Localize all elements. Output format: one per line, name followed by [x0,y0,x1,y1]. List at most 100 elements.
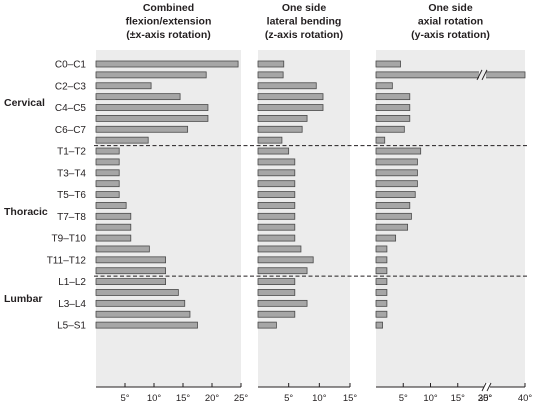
bar-break-mark [481,69,488,81]
segment-label: L3–L4 [58,299,86,310]
bar [375,169,418,177]
bar [95,299,186,307]
x-tick-label: 35° [478,393,493,404]
bar [95,104,209,111]
bar [95,158,120,166]
x-tick-label: 40° [518,393,533,404]
bars-layer [95,60,526,329]
bar [257,147,290,155]
bar [257,71,284,79]
segment-label: T11–T12 [47,255,87,266]
bar [375,115,411,122]
segment-label: T9–T10 [52,234,87,245]
bar [95,321,198,329]
x-tick-label: 10° [423,393,438,404]
bar [257,245,302,253]
bar [95,180,120,188]
bar [95,256,166,264]
bar [375,212,412,220]
bar [375,136,386,144]
bar [257,115,308,122]
axis-break-gap [484,383,490,391]
bar [95,191,120,198]
bar [375,104,411,111]
bar [257,256,314,264]
bar [95,212,132,220]
segment-label: T3–T4 [57,168,86,179]
x-tick-label: 25° [234,393,249,404]
bar [257,223,296,231]
x-tick-label: 5° [399,393,408,404]
segment-label: T1–T2 [57,147,86,158]
x-tick-label: 20° [478,393,493,404]
bar-break-gap [479,69,486,80]
bar [375,234,397,242]
bar [375,245,388,253]
segment-label: T7–T8 [57,212,86,223]
bar [375,82,393,90]
segment-label: T5–T6 [57,190,86,201]
bar [257,60,285,68]
x-tick-label: 15° [176,393,191,404]
bar [95,202,127,209]
bar-break-mark [476,69,483,81]
bar [375,60,401,68]
bar [95,71,207,79]
bar [95,267,166,275]
x-tick-label: 10° [147,393,162,404]
bar [375,299,388,307]
panel-title-line: flexion/extension [126,16,212,28]
bar [375,267,388,275]
segment-label: C0–C1 [55,60,87,71]
region-dividers [94,145,528,277]
bar [257,299,308,307]
bar [375,191,416,198]
bar [257,310,296,318]
x-tick-label: 20° [205,393,220,404]
bar [257,169,296,177]
bar [375,223,409,231]
bar [257,180,296,188]
bar [95,125,189,133]
region-label: Lumbar [4,293,43,305]
bar [375,289,388,296]
bar [375,278,388,286]
bar [95,115,209,122]
bar [257,82,317,90]
segment-label: C6–C7 [55,125,87,136]
axes-layer: 5° 10° 15° 20° 25° 5° 10° 15° 5° 10° 15° 20°35° 40° [96,382,533,404]
panel-title-line: axial rotation [418,16,483,28]
panel-title-line: (z-axis rotation) [265,29,343,41]
region-label: Cervical [4,97,45,109]
bar [95,147,120,155]
panel-title-line: (y-axis rotation) [411,29,490,41]
segment-label: C2–C3 [55,81,87,92]
bar [257,321,277,329]
x-tick-label: 10° [312,393,327,404]
segment-label: C4–C5 [55,103,87,114]
panel-title-line: lateral bending [267,16,342,28]
bar [95,278,166,286]
bar [95,234,132,242]
bar [375,321,383,329]
bar [95,93,181,101]
region-label: Thoracic [4,206,48,218]
bar [257,104,324,111]
x-tick-label: 5° [120,393,129,404]
bar [375,180,418,188]
x-tick-label: 15° [451,393,466,404]
bar [257,212,296,220]
axis-break-mark [481,382,487,392]
row-labels: C0–C1 C2–C3 C4–C5 C6–C7 T1–T2 T3–T4 T5–T6 T7–T8… [4,60,86,332]
axis-break-mark [486,382,492,392]
bar [375,71,526,79]
bar [257,93,324,101]
bar [257,191,296,198]
bar [257,278,296,286]
bar [375,158,418,166]
bar [375,125,405,133]
bar [95,136,149,144]
bar [257,158,296,166]
bar [375,256,388,264]
bar [257,234,296,242]
